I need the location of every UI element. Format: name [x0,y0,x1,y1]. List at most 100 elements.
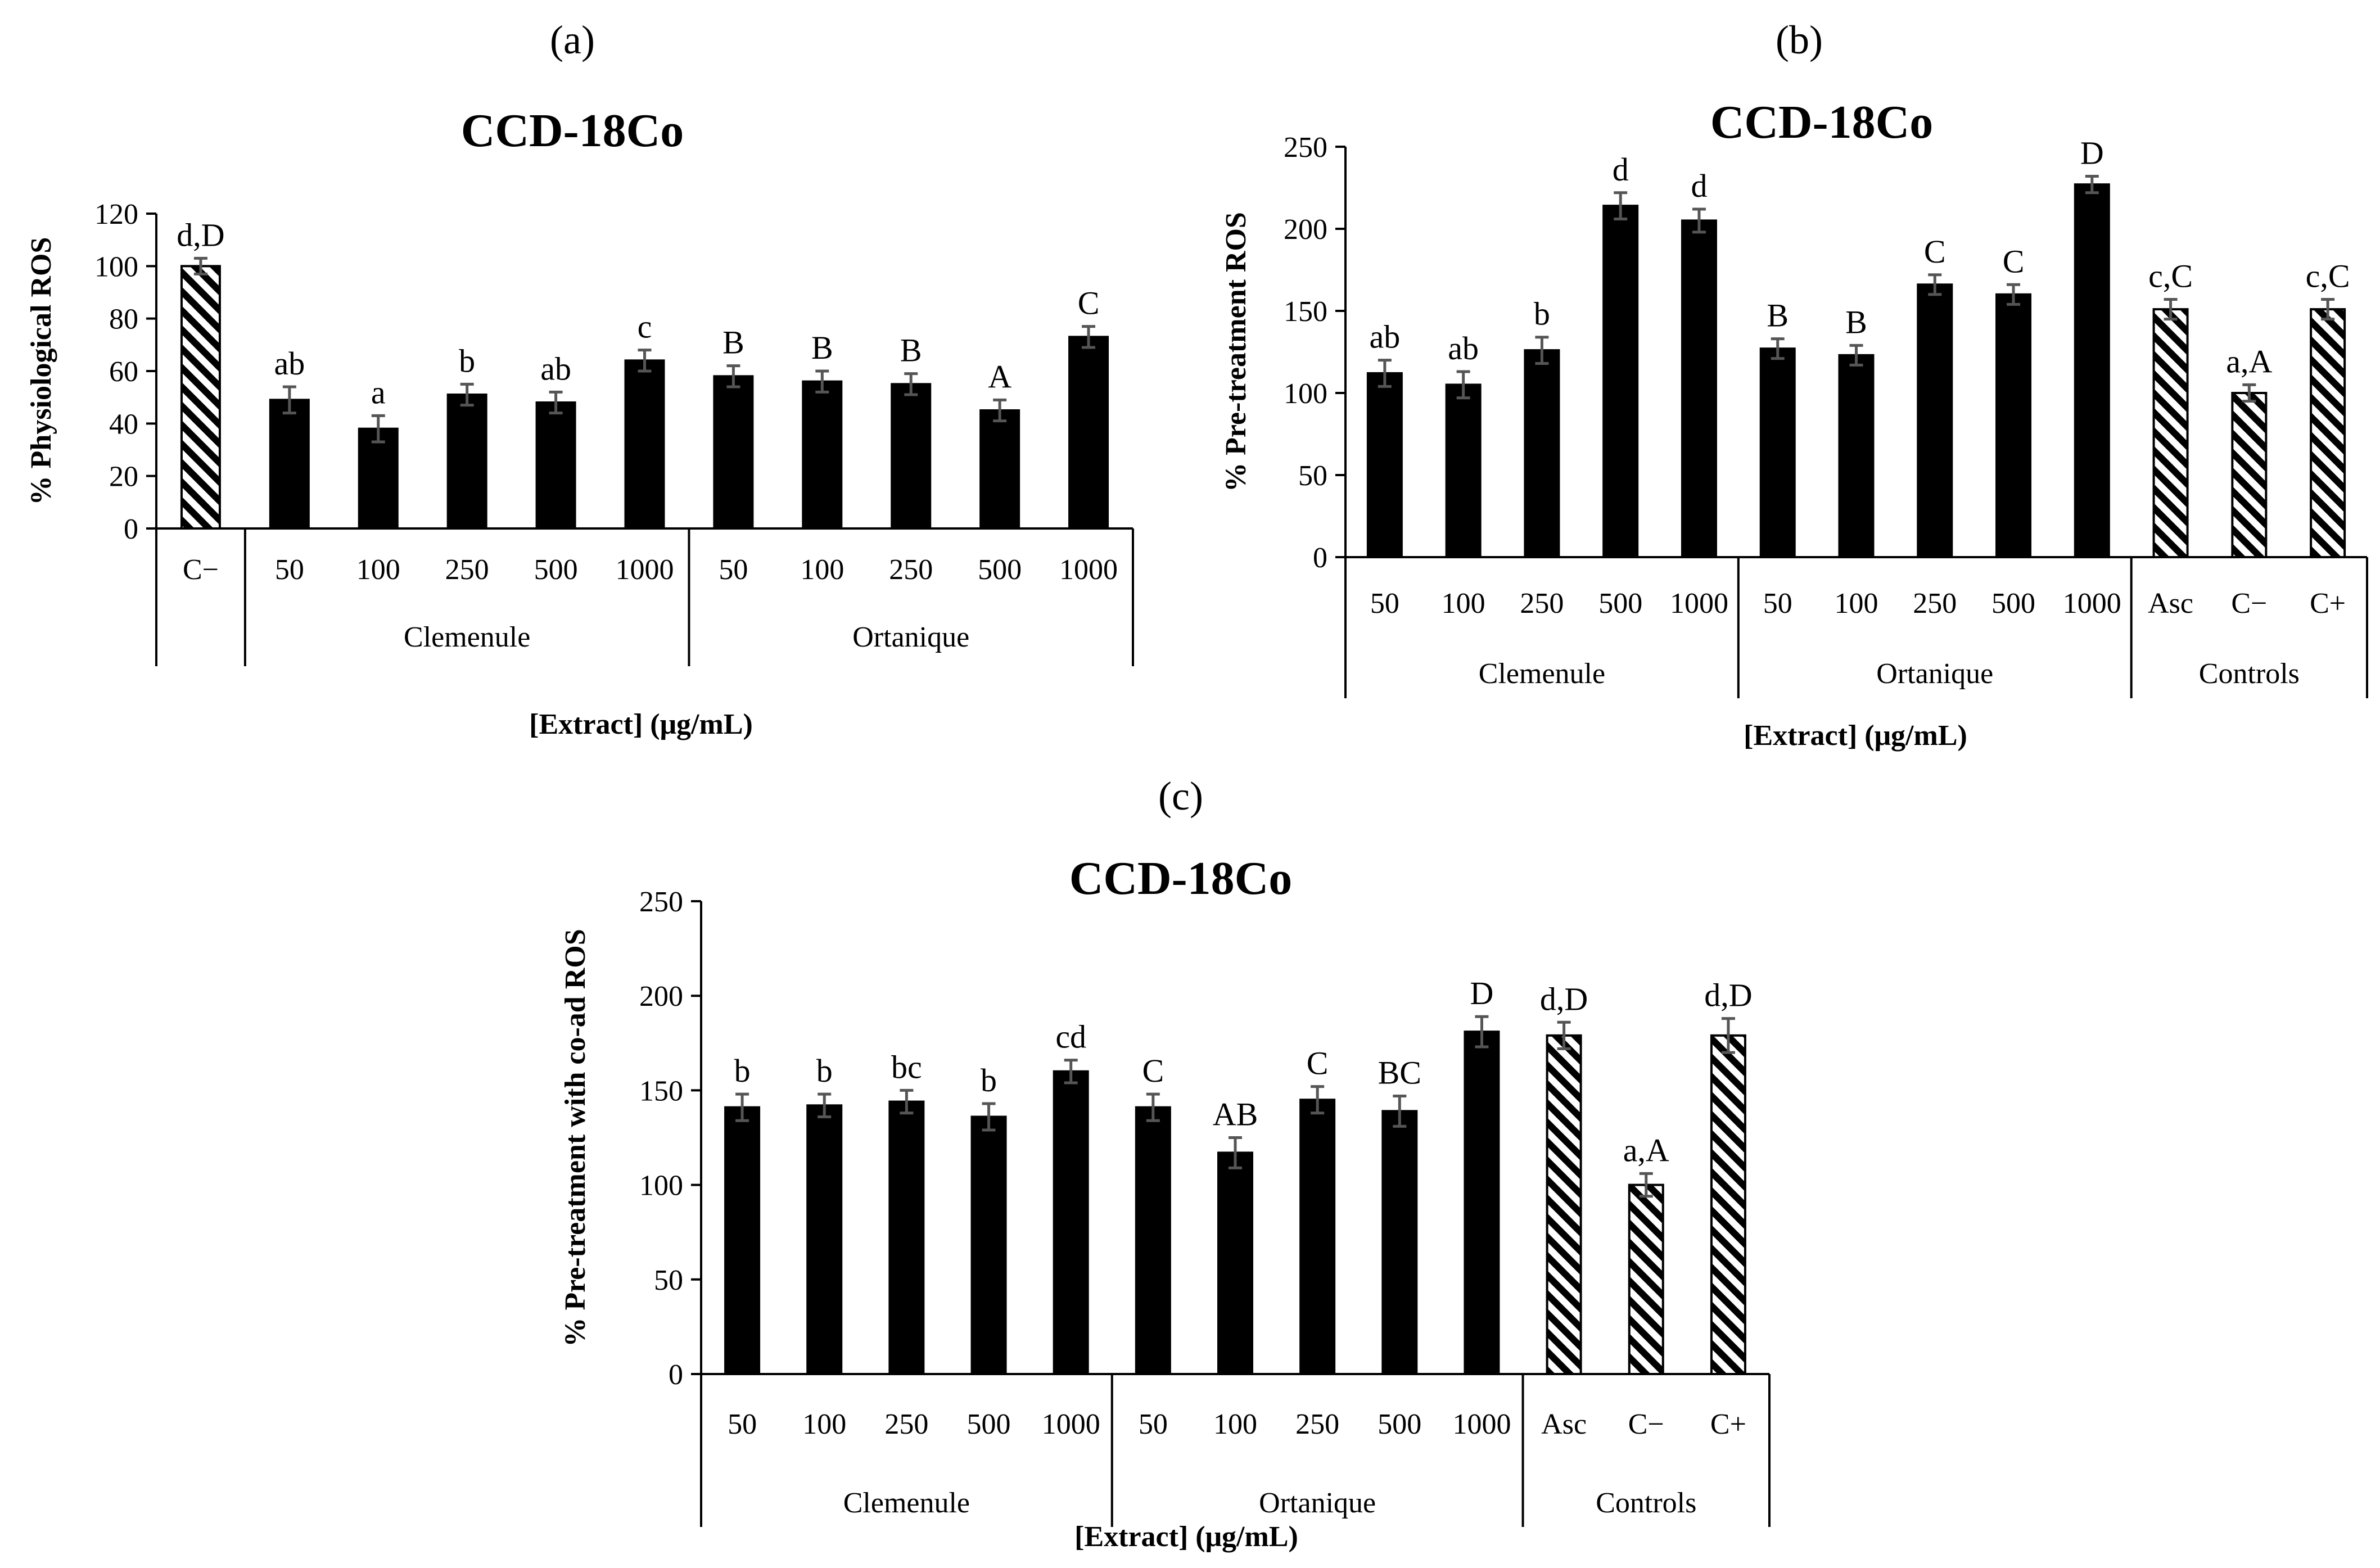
y-tick-label: 100 [639,1170,683,1202]
x-tick-label: 50 [275,554,304,586]
significance-label: B [900,332,922,369]
y-tick-label: 200 [1284,214,1327,246]
group-label: Clemenule [843,1487,970,1519]
significance-label: bc [891,1049,922,1085]
x-tick-label: 250 [1913,588,1957,620]
y-tick-label: 250 [639,886,683,918]
significance-label: b [981,1062,997,1099]
significance-label: C [2003,243,2025,279]
bar [2074,183,2110,559]
x-tick-label: 50 [1370,588,1399,620]
x-tick-label: 1000 [2063,588,2121,620]
y-tick-label: 60 [109,356,138,388]
bar [891,383,932,530]
significance-label: ab [1370,319,1401,355]
significance-label: B [1845,304,1867,340]
x-tick-label: 250 [889,554,933,586]
x-tick-label: 100 [1835,588,1878,620]
chart-c: (c) CCD-18Co 0 50 100 150 200 250 Clemenule Ortan… [559,774,1771,1553]
bar [1917,283,1953,558]
bar [535,401,576,530]
x-tick-label: 100 [356,554,400,586]
significance-label: B [1767,297,1789,334]
bar [1381,1110,1418,1376]
x-tick-label: 100 [1213,1408,1257,1440]
significance-label: d,D [1540,980,1588,1017]
x-tick-label: 500 [1378,1408,1421,1440]
x-tick-label: 50 [1139,1408,1168,1440]
y-tick-label: 50 [1298,460,1327,492]
bar [446,394,487,530]
bar [358,427,399,530]
chart-b: (b) CCD-18Co 0 50 100 150 200 250 Clemenule Ortan… [1220,17,2368,752]
x-tick-label: 1000 [1059,554,1118,586]
y-tick-label: 100 [1284,378,1327,410]
x-tick-label: Asc [2148,588,2193,620]
panel-label: (a) [550,17,595,62]
y-tick-label: 80 [109,304,138,336]
group-label: Clemenule [404,621,530,653]
x-tick-label: C− [1628,1408,1664,1440]
significance-label: d [1691,168,1707,204]
significance-label: a,A [1623,1132,1669,1168]
chart-title: CCD-18Co [1710,96,1934,148]
y-tick-label: 250 [1284,132,1327,164]
significance-label: D [2080,135,2104,171]
significance-label: b [1534,296,1550,332]
y-tick-label: 40 [109,408,138,440]
x-tick-label: 500 [1991,588,2035,620]
y-axis-title: % Pre-treatment ROS [1220,212,1252,492]
group-label: Clemenule [1479,658,1605,690]
x-tick-label: 500 [1598,588,1642,620]
x-tick-label: 500 [967,1408,1011,1440]
bar [1464,1031,1500,1375]
x-tick-label: 500 [978,554,1022,586]
significance-label: d,D [177,216,224,253]
y-tick-label: 150 [639,1075,683,1107]
bar [1135,1106,1171,1376]
bar [979,409,1020,530]
bar [2152,308,2189,559]
group-label: Ortanique [1259,1487,1376,1519]
chart-title: CCD-18Co [1069,852,1293,905]
significance-label: A [988,358,1011,395]
bar [2310,308,2346,559]
bar [1068,336,1109,530]
significance-label: C [1307,1045,1329,1082]
significance-label: c,C [2148,258,2193,295]
bar [713,375,754,530]
bar [970,1115,1007,1375]
bar [1546,1034,1582,1375]
panel-label: (c) [1158,774,1203,819]
y-tick-label: 0 [124,513,138,545]
x-axis-title: [Extract] (μg/mL) [1744,720,1967,752]
y-tick-label: 50 [654,1264,683,1296]
bar [724,1106,761,1376]
x-tick-label: 250 [1295,1408,1339,1440]
significance-label: C [1078,285,1100,322]
y-tick-label: 0 [1313,542,1327,574]
chart-a: (a) CCD-18Co 0 20 40 60 80 100 120 Clemenule Ortan… [25,17,1134,740]
x-tick-label: 50 [1763,588,1792,620]
significance-label: ab [274,345,305,382]
bar [1838,354,1875,559]
y-tick-label: 0 [669,1359,683,1391]
significance-label: ab [540,350,571,387]
x-tick-label: 1000 [1042,1408,1100,1440]
group-label: Ortanique [852,621,969,653]
significance-label: d,D [1704,977,1752,1014]
x-tick-label: 1000 [1452,1408,1511,1440]
y-axis-title: % Pre-treatment with co-ad ROS [559,929,591,1346]
x-axis-title: [Extract] (μg/mL) [529,708,753,740]
significance-label: B [722,324,744,361]
bar [1299,1099,1336,1375]
bar [802,380,843,530]
x-tick-label: 50 [719,554,748,586]
x-tick-label: 100 [800,554,844,586]
x-tick-label: C+ [2310,588,2346,620]
x-tick-label: Asc [1541,1408,1587,1440]
significance-label: b [734,1052,751,1089]
x-axis-title: [Extract] (μg/mL) [1074,1521,1298,1553]
bar [1602,205,1639,558]
